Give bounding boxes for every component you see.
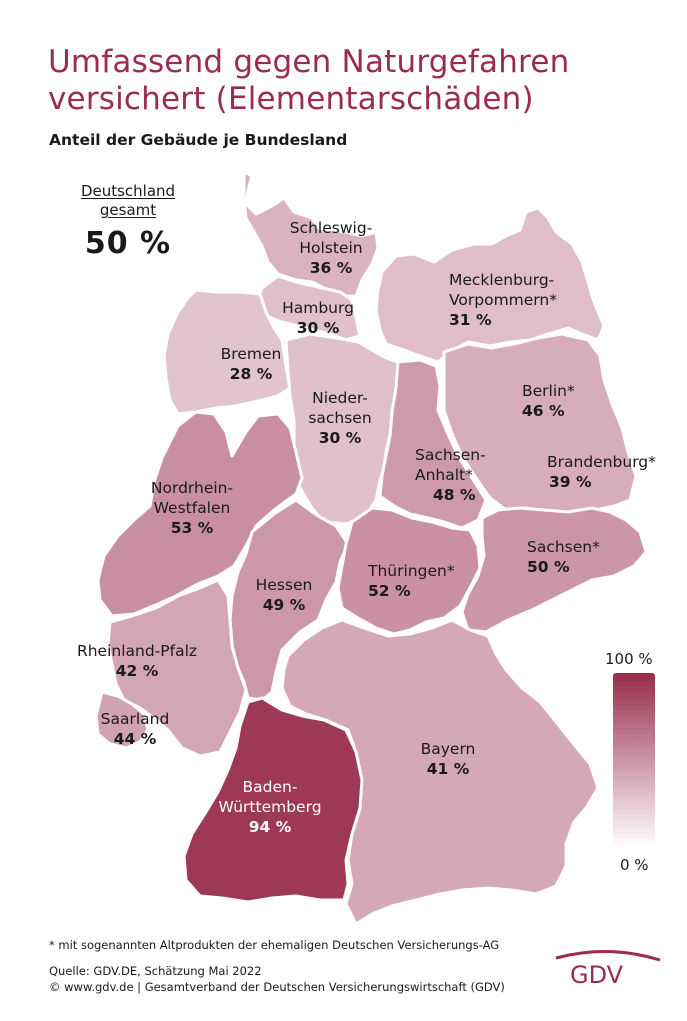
state-label-nordrhein-westfalen: Nordrhein- Westfalen 53 % — [151, 479, 233, 537]
state-label-sachsen: Sachsen* 50 % — [527, 538, 600, 576]
germany-total: Deutschland gesamt 50 % — [68, 182, 188, 261]
state-name-line: Nieder- — [312, 389, 368, 407]
state-value: 30 % — [319, 429, 362, 447]
state-value: 94 % — [249, 818, 292, 836]
state-name-line: Westfalen — [154, 499, 231, 517]
state-label-bayern: Bayern 41 % — [421, 740, 476, 778]
gdv-logo-text: GDV — [570, 961, 624, 989]
color-scale-bar — [613, 673, 655, 848]
state-name-line: sachsen — [308, 409, 371, 427]
gdv-logo-swoosh — [555, 949, 661, 962]
state-name-line: Württemberg — [218, 798, 321, 816]
state-value: 49 % — [263, 596, 306, 614]
state-value: 52 % — [368, 582, 411, 600]
state-label-schleswig-holstein: Schleswig- Holstein 36 % — [290, 219, 373, 277]
state-nordrhein-westfalen — [96, 410, 304, 618]
state-label-baden-wuerttemberg: Baden- Württemberg 94 % — [218, 778, 321, 836]
state-name-line: Sachsen* — [527, 538, 600, 556]
footnote: * mit sogenannten Altprodukten der ehema… — [49, 938, 500, 952]
source-block: Quelle: GDV.DE, Schätzung Mai 2022 © www… — [49, 963, 505, 995]
state-name-line: Hamburg — [282, 299, 354, 317]
state-label-sachsen-anhalt: Sachsen- Anhalt* 48 % — [415, 446, 486, 504]
state-bremen — [162, 288, 292, 416]
state-name-line: Nordrhein- — [151, 479, 233, 497]
state-name-line: Brandenburg* — [547, 453, 656, 471]
state-schleswig-holstein — [242, 170, 380, 298]
state-brandenburg — [442, 332, 638, 516]
germany-map: Schleswig- Holstein 36 % Hamburg 30 % Mecklen… — [77, 170, 656, 926]
state-value: 41 % — [427, 760, 470, 778]
state-value: 46 % — [522, 402, 565, 420]
state-label-saarland: Saarland 44 % — [101, 710, 170, 748]
state-value: 44 % — [114, 730, 157, 748]
gdv-logo: GDV — [555, 949, 661, 989]
state-labels: Schleswig- Holstein 36 % Hamburg 30 % Mecklen… — [77, 219, 656, 836]
state-thueringen — [336, 506, 482, 636]
state-label-niedersachsen: Nieder-sachsen 30 % — [308, 389, 371, 447]
state-label-thueringen: Thüringen* 52 % — [367, 562, 455, 600]
state-value: 42 % — [116, 662, 159, 680]
state-label-mecklenburg-vorpommern: Mecklenburg- Vorpommern* 31 % — [449, 271, 557, 329]
state-name-line: Thüringen* — [367, 562, 455, 580]
state-value: 48 % — [433, 486, 476, 504]
state-name-line: Bremen — [221, 345, 282, 363]
state-value: 50 % — [527, 558, 570, 576]
state-sachsen-anhalt — [378, 358, 488, 530]
state-mecklenburg-vorpommern — [374, 206, 606, 364]
title-line-1: Umfassend gegen Naturgefahren — [48, 44, 570, 80]
color-scale-max-label: 100 % — [605, 650, 653, 668]
state-name-line: Baden- — [243, 778, 298, 796]
source-line: Quelle: GDV.DE, Schätzung Mai 2022 — [49, 964, 262, 978]
state-name-line: Schleswig- — [290, 219, 373, 237]
state-value: 30 % — [297, 319, 340, 337]
state-name-line: Vorpommern* — [449, 291, 557, 309]
state-baden-wuerttemberg — [182, 696, 364, 904]
state-label-bremen: Bremen 28 % — [221, 345, 282, 383]
state-label-hessen: Hessen 49 % — [256, 576, 313, 614]
state-value: 31 % — [449, 311, 492, 329]
state-value: 28 % — [230, 365, 273, 383]
state-name-line: Holstein — [299, 239, 362, 257]
state-label-berlin: Berlin* 46 % — [522, 382, 575, 420]
title-line-2: versichert (Elementarschäden) — [48, 81, 534, 117]
state-name-line: Sachsen- — [415, 446, 486, 464]
germany-total-label: Deutschland gesamt — [68, 182, 188, 220]
state-name-line: Hessen — [256, 576, 313, 594]
state-name-line: Anhalt* — [415, 466, 473, 484]
germany-total-label-line1: Deutschland — [80, 182, 176, 200]
state-value: 36 % — [310, 259, 353, 277]
state-name-line: Mecklenburg- — [449, 271, 554, 289]
state-value: 39 % — [549, 473, 592, 491]
copyright-line: © www.gdv.de | Gesamtverband der Deutsch… — [49, 980, 505, 994]
germany-total-value: 50 % — [84, 226, 172, 261]
state-name-line: Rheinland-Pfalz — [77, 642, 197, 660]
state-label-brandenburg: Brandenburg* 39 % — [547, 453, 656, 491]
state-label-rheinland-pfalz: Rheinland-Pfalz 42 % — [77, 642, 197, 680]
state-saarland — [94, 690, 150, 750]
state-regions — [94, 170, 648, 926]
page-title: Umfassend gegen Naturgefahren versichert… — [48, 44, 569, 118]
germany-total-label-line2: gesamt — [99, 201, 157, 219]
state-label-hamburg: Hamburg 30 % — [282, 299, 354, 337]
state-value: 53 % — [171, 519, 214, 537]
color-scale-min-label: 0 % — [620, 856, 649, 874]
state-name-line: Saarland — [101, 710, 170, 728]
state-name-line: Berlin* — [522, 382, 575, 400]
subtitle: Anteil der Gebäude je Bundesland — [49, 131, 348, 149]
state-name-line: Bayern — [421, 740, 476, 758]
